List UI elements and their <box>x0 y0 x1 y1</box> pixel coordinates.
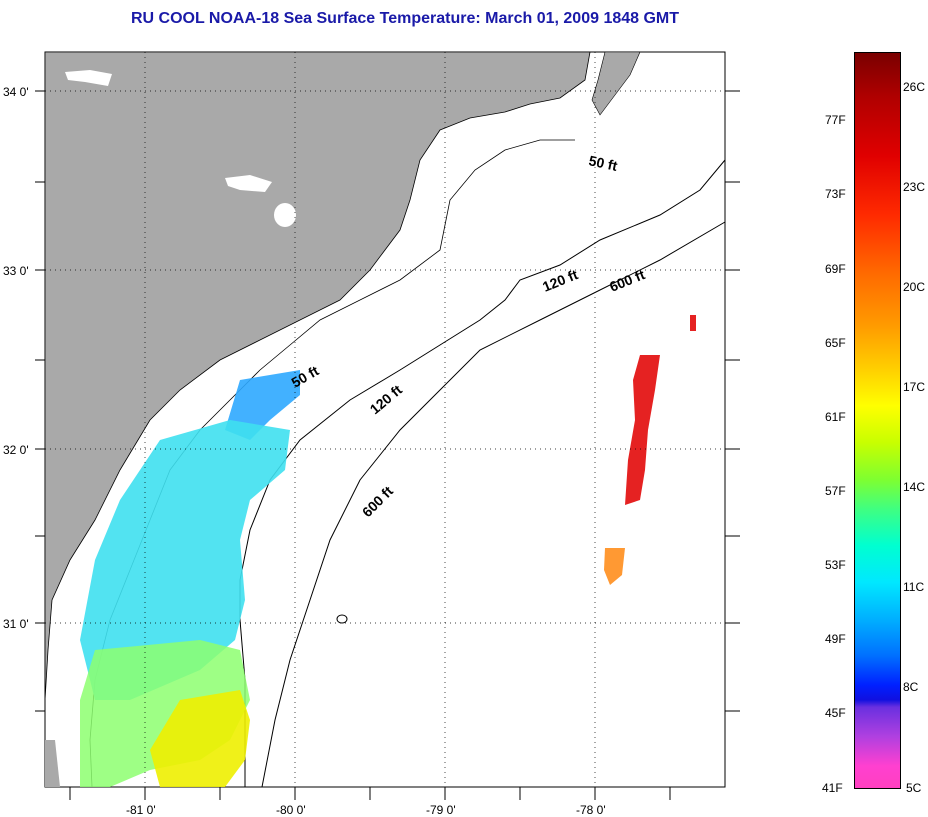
colorbar-f-41: 41F <box>822 781 843 795</box>
sst-yellow-band <box>150 690 250 787</box>
colorbar-c-5: 5C <box>906 781 922 795</box>
colorbar-c-17: 17C <box>903 380 926 394</box>
map-title: RU COOL NOAA-18 Sea Surface Temperature:… <box>130 10 680 27</box>
contour-600 <box>261 221 726 788</box>
lat-label-33: 33 0' <box>3 264 29 278</box>
sst-red-streak <box>625 355 660 505</box>
colorbar-f-73: 73F <box>825 187 846 201</box>
colorbar-f-69: 69F <box>825 262 846 276</box>
colorbar-f-45: 45F <box>825 706 846 720</box>
lat-label-32: 32 0' <box>3 443 29 457</box>
color-scale-bar <box>854 52 901 789</box>
colorbar-f-65: 65F <box>825 336 846 350</box>
lake-2 <box>225 175 272 192</box>
colorbar-f-53: 53F <box>825 558 846 572</box>
sst-red-dot <box>690 315 696 331</box>
sst-orange-streak <box>604 548 625 585</box>
land-mass-bottom <box>45 740 60 787</box>
lake-3 <box>274 203 296 227</box>
colorbar-c-26: 26C <box>903 80 926 94</box>
colorbar-c-14: 14C <box>903 480 926 494</box>
lake-1 <box>65 70 112 86</box>
colorbar-f-77: 77F <box>825 113 846 127</box>
colorbar-f-49: 49F <box>825 632 846 646</box>
lat-label-34: 34 0' <box>3 85 29 99</box>
land-cape <box>591 51 641 116</box>
colorbar-c-23: 23C <box>903 180 926 194</box>
graticule <box>45 52 725 787</box>
colorbar-c-20: 20C <box>903 280 926 294</box>
colorbar-f-61: 61F <box>825 410 846 424</box>
colorbar-c-8: 8C <box>903 680 919 694</box>
colorbar-f-57: 57F <box>825 484 846 498</box>
land-mass <box>44 51 591 701</box>
sst-cyan-band <box>80 420 290 700</box>
seamount <box>336 614 348 624</box>
colorbar-c-11: 11C <box>903 580 925 594</box>
ticks <box>35 90 740 800</box>
lon-label-79: -79 0' <box>426 803 456 817</box>
lon-label-80: -80 0' <box>276 803 306 817</box>
lon-label-81: -81 0' <box>126 803 156 817</box>
lat-label-31: 31 0' <box>3 617 29 631</box>
lon-label-78: -78 0' <box>576 803 606 817</box>
contour-label-50-north: 50 ft <box>587 152 619 174</box>
